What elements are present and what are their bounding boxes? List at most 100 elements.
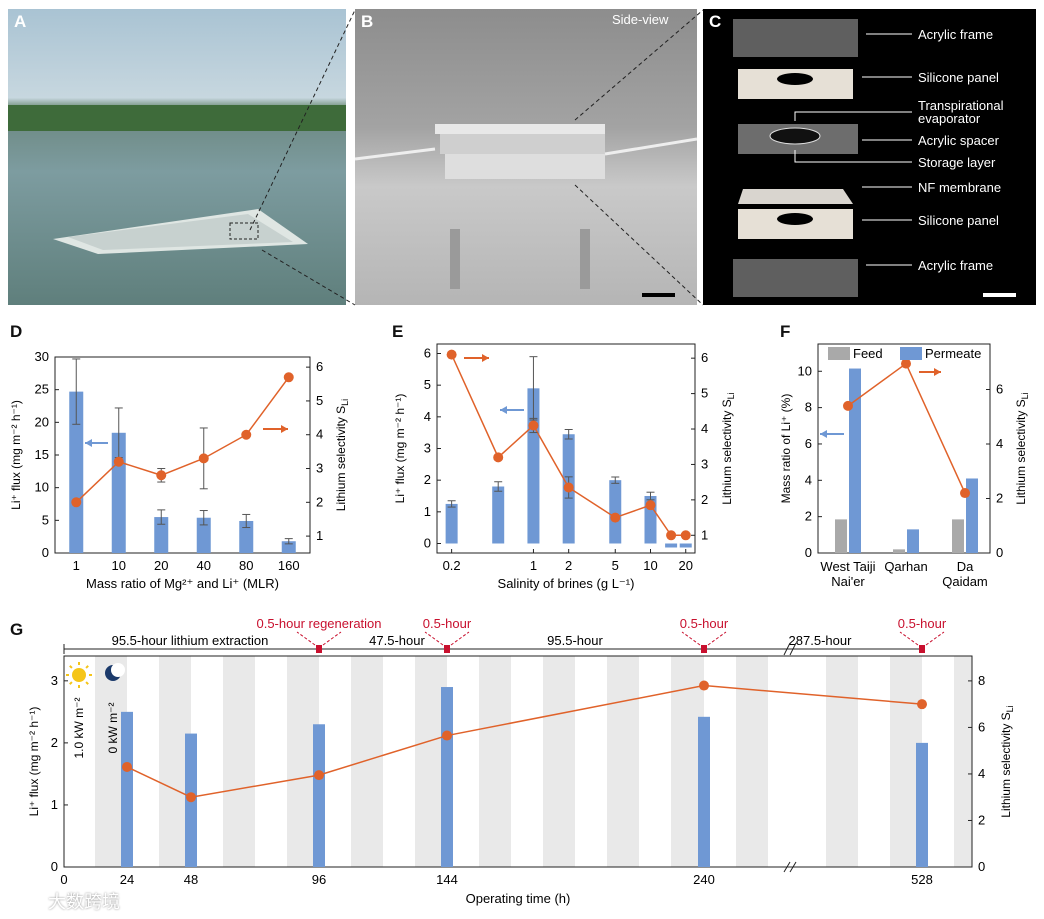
part-label-acrylic-spacer: Acrylic spacer	[918, 133, 999, 148]
regeneration-label: 0.5-hour	[898, 616, 947, 631]
y-tick-label: 30	[35, 349, 49, 364]
selectivity-point	[645, 500, 656, 511]
selectivity-point	[241, 429, 252, 440]
y2-tick-label: 3	[701, 456, 708, 471]
part-label-nf-membrane: NF membrane	[918, 180, 1002, 195]
panel-label-G: G	[10, 620, 24, 639]
leader-lines	[249, 9, 912, 306]
regeneration-marker	[919, 645, 925, 653]
y2-tick-label: 3	[316, 461, 323, 476]
timeline-break	[789, 642, 797, 656]
part-label-transpirational-evaporator: Transpirational evaporator	[918, 98, 1004, 126]
y2-tick-label: 1	[316, 528, 323, 543]
y-tick-label: 15	[35, 447, 49, 462]
segment-label: 47.5-hour	[369, 633, 425, 648]
y2-tick-label: 4	[701, 421, 708, 436]
y2-tick-label: 5	[701, 386, 708, 401]
regeneration-label: 0.5-hour regeneration	[256, 616, 381, 631]
panel-label-B: B	[361, 12, 374, 31]
y2-axis-label: Lithium selectivity SLi	[334, 399, 350, 511]
y-tick-label: 4	[424, 409, 431, 424]
regeneration-leader	[899, 631, 919, 646]
part-label-silicone-panel-top: Silicone panel	[918, 70, 999, 85]
x-tick-label: Da	[957, 559, 974, 574]
sun-ray	[85, 665, 89, 669]
y2-tick-label: 4	[978, 766, 985, 781]
regeneration-label: 0.5-hour	[680, 616, 729, 631]
photo-exploded-art	[733, 19, 1016, 297]
chart-E: 0 1 2 3 4 5 6 1 2 3 4 5 6 0.2 1 2 5 10 20 Salinity of brine…	[393, 343, 736, 591]
x-tick-label: 48	[184, 872, 198, 887]
flux-bar	[916, 742, 928, 867]
plot-frame	[54, 356, 311, 554]
y-tick-label: 2	[805, 509, 812, 524]
part-label-storage-layer: Storage layer	[918, 155, 996, 170]
x-tick-label: Nai'er	[831, 574, 865, 589]
watermark: 大数跨境	[48, 892, 120, 913]
flux-bar	[445, 503, 458, 544]
x-tick-label: 10	[112, 558, 126, 573]
flux-bar	[698, 716, 710, 867]
selectivity-point	[283, 372, 294, 383]
photo-lake	[8, 9, 346, 305]
flux-bar	[492, 486, 505, 544]
dark-period-stripe	[607, 656, 639, 867]
y2-axis-label-sub: Li	[726, 392, 736, 399]
y-tick-label: 0	[805, 545, 812, 560]
y2-axis-label-sub: Li	[1020, 392, 1030, 399]
flux-bar	[281, 541, 296, 553]
y-axis-label: Li⁺ flux (mg m⁻² h⁻¹)	[27, 707, 41, 817]
panel-label-F: F	[780, 322, 791, 341]
x-axis-label: Operating time (h)	[466, 891, 571, 906]
y2-tick-label: 0	[996, 545, 1003, 560]
y-tick-label: 2	[51, 735, 58, 750]
y2-tick-label: 2	[701, 492, 708, 507]
y2-tick-label: 2	[316, 494, 323, 509]
x-axis-label: Salinity of brines (g L⁻¹)	[498, 576, 635, 591]
y-tick-label: 10	[798, 363, 812, 378]
y-tick-label: 0	[42, 545, 49, 560]
y-tick-label: 2	[424, 472, 431, 487]
flux-axis-arrow-head	[85, 439, 92, 447]
y-axis-label: Li⁺ flux (mg m⁻² h⁻¹)	[9, 400, 23, 510]
regeneration-label: 0.5-hour	[423, 616, 472, 631]
x-tick-label: 10	[643, 558, 657, 573]
flux-bar	[239, 520, 254, 553]
y2-axis-label-main: Lithium selectivity S	[334, 406, 348, 511]
y-tick-label: 6	[424, 346, 431, 361]
x-tick-label: 528	[911, 872, 933, 887]
selectivity-point	[666, 530, 677, 541]
selectivity-point	[563, 482, 574, 493]
x-tick-label: Qarhan	[884, 559, 927, 574]
x-tick-label: 20	[678, 558, 692, 573]
y2-axis-label: Lithium selectivity SLi	[1014, 392, 1030, 504]
flux-bar	[665, 543, 678, 548]
selectivity-axis-arrow-head	[934, 368, 941, 376]
y2-axis-label-main: Lithium selectivity S	[720, 399, 734, 504]
photo-side-view	[355, 9, 697, 305]
axis-break	[783, 861, 791, 873]
y-tick-label: 5	[42, 512, 49, 527]
selectivity-axis-arrow-head	[482, 354, 489, 362]
y2-tick-label: 6	[996, 382, 1003, 397]
regeneration-leader	[925, 631, 945, 646]
x-tick-label: 2	[565, 558, 572, 573]
selectivity-point	[122, 761, 132, 772]
dark-period-stripe	[479, 656, 511, 867]
y-tick-label: 5	[424, 377, 431, 392]
flux-bar	[313, 724, 325, 867]
selectivity-point	[314, 770, 324, 781]
selectivity-point	[917, 699, 927, 710]
x-tick-label: 1	[530, 558, 537, 573]
legend-label-permeate: Permeate	[925, 346, 981, 361]
regeneration-marker	[316, 645, 322, 653]
y-tick-label: 8	[805, 400, 812, 415]
y-tick-label: 1	[51, 797, 58, 812]
plot-frame	[63, 655, 973, 868]
segment-label: 287.5-hour	[789, 633, 853, 648]
x-axis-label: Mass ratio of Mg²⁺ and Li⁺ (MLR)	[86, 576, 279, 591]
flux-bar	[121, 711, 133, 867]
dark-period-stripe	[351, 656, 383, 867]
